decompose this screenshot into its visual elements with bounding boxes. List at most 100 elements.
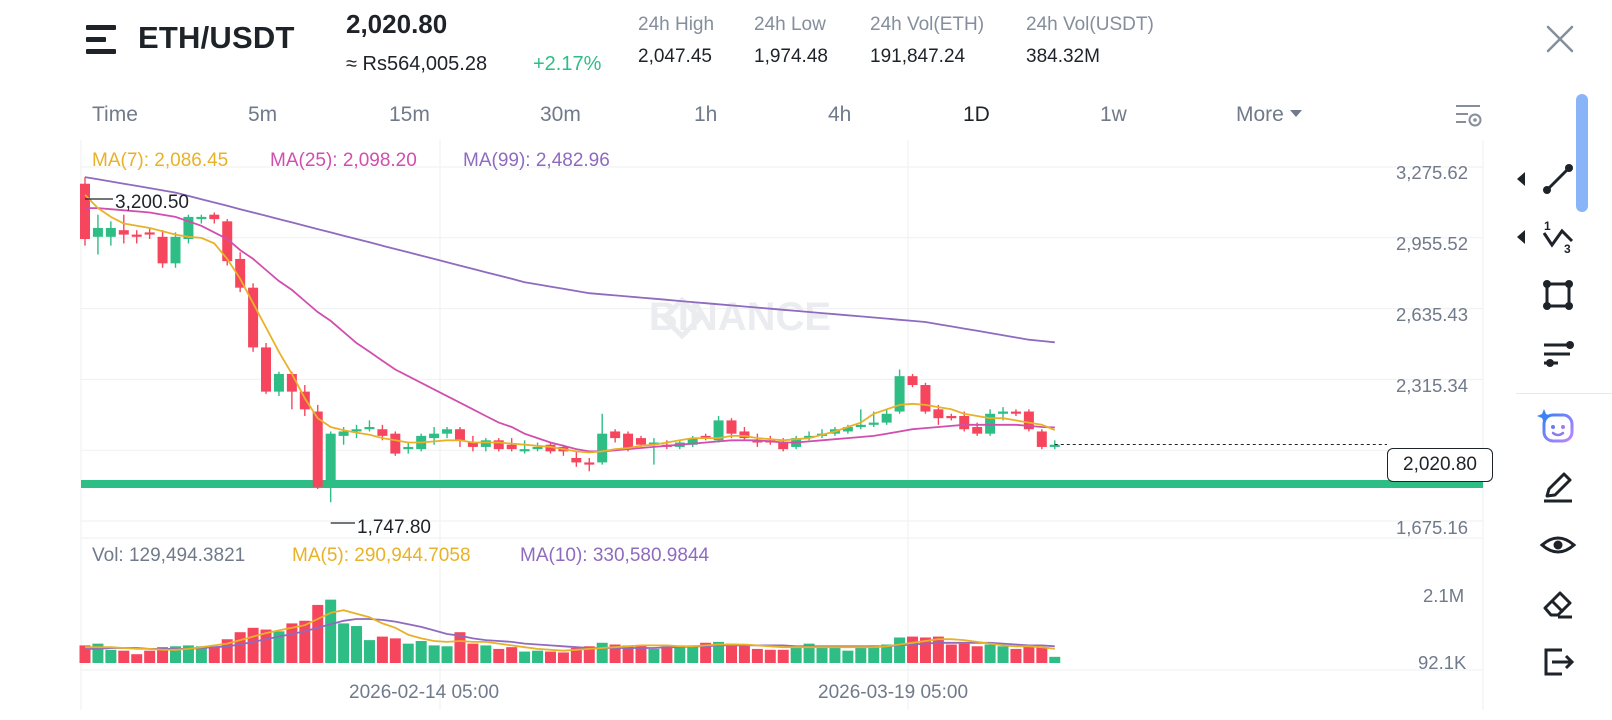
- eraser-tool[interactable]: [1536, 581, 1580, 625]
- volume-bar: [131, 654, 143, 663]
- price-axis-label: 2,635.43: [1396, 304, 1469, 325]
- stat-value: 384.32M: [1026, 46, 1100, 67]
- exit-icon: [1544, 648, 1575, 676]
- date-axis-label: 2026-02-14 05:00: [349, 682, 500, 703]
- candle-body: [364, 427, 375, 430]
- tab-1w[interactable]: 1w: [1100, 103, 1127, 126]
- pair-title[interactable]: ETH/USDT: [138, 20, 295, 55]
- ma99-legend: MA(99): 2,482.96: [463, 150, 610, 171]
- tab-more[interactable]: More: [1236, 103, 1302, 127]
- volume-bar: [118, 650, 130, 663]
- exit-drawing-tool[interactable]: [1536, 640, 1580, 684]
- volume-bar: [881, 644, 893, 663]
- stat-value: 191,847.24: [870, 46, 966, 67]
- trend-line-tool[interactable]: [1536, 157, 1580, 201]
- volume-bar: [376, 636, 388, 663]
- rectangle-tool[interactable]: [1536, 273, 1580, 317]
- volume-bar: [596, 642, 608, 663]
- volume-bar: [79, 645, 91, 663]
- parallel-lines-tool[interactable]: [1536, 331, 1580, 375]
- candle-body: [597, 433, 608, 463]
- candle-body: [80, 183, 90, 240]
- close-icon[interactable]: [1543, 22, 1577, 56]
- ma25-line: [85, 207, 1055, 453]
- volume-bar: [428, 645, 440, 663]
- brush-tool[interactable]: [1536, 465, 1580, 509]
- volume-bar: [195, 646, 207, 663]
- tab-1d[interactable]: 1D: [963, 103, 990, 126]
- candle-body: [623, 433, 634, 450]
- volume-bar: [1049, 656, 1061, 663]
- candle-body: [778, 442, 789, 450]
- stat-label: 24h Vol(ETH): [870, 14, 985, 35]
- support-line: [81, 480, 1483, 488]
- volume-bar: [260, 629, 272, 663]
- volume-bar: [480, 645, 492, 663]
- volume-bar: [338, 623, 350, 663]
- ai-assistant-tool[interactable]: [1536, 405, 1580, 449]
- toolbar-divider: [1516, 393, 1612, 394]
- volume-bar: [855, 647, 867, 663]
- candle-body: [946, 415, 957, 419]
- volume-bar: [532, 650, 544, 663]
- toolbar-scrollbar[interactable]: [1576, 94, 1588, 212]
- tab-5m[interactable]: 5m: [248, 103, 278, 126]
- last-price-tag: 2,020.80: [1387, 448, 1493, 482]
- menu-icon[interactable]: [86, 24, 120, 56]
- tab-time[interactable]: Time: [92, 103, 138, 126]
- candle-body: [157, 236, 168, 264]
- candle-body: [170, 236, 181, 264]
- candle-body: [519, 449, 530, 452]
- date-axis-label: 2026-03-19 05:00: [818, 682, 969, 703]
- volume-bar: [971, 646, 983, 663]
- vol-ma10-legend: MA(10): 330,580.9844: [520, 545, 710, 566]
- candle-body: [222, 221, 233, 262]
- volume-axis-label: 92.1K: [1418, 652, 1467, 673]
- volume-bar: [842, 650, 854, 663]
- volume-bar: [674, 645, 686, 663]
- pencil-icon: [1544, 472, 1572, 503]
- volume-bar: [506, 647, 518, 663]
- volume-legend: Vol: 129,494.3821: [92, 545, 246, 566]
- price-axis-label: 2,955.52: [1396, 233, 1469, 254]
- volume-bar: [182, 645, 194, 663]
- price-axis-label: 1,675.16: [1396, 517, 1469, 538]
- chart-settings-icon[interactable]: [1452, 100, 1484, 132]
- volume-bar: [958, 643, 970, 663]
- volume-bar: [1036, 647, 1048, 663]
- stat-label: 24h Low: [754, 14, 826, 35]
- high-marker-label: 3,200.50: [115, 192, 189, 213]
- candle-body: [907, 376, 918, 386]
- tab-15m[interactable]: 15m: [389, 103, 430, 126]
- fib-tool[interactable]: 1 3: [1536, 215, 1580, 259]
- expand-left-icon[interactable]: [1517, 230, 1525, 244]
- stat-value: 1,974.48: [754, 46, 828, 67]
- candle-body: [467, 442, 478, 447]
- candle-body: [972, 427, 983, 434]
- visibility-toggle[interactable]: [1536, 523, 1580, 567]
- candle-body: [235, 258, 246, 288]
- candle-body: [351, 429, 362, 432]
- candle-body: [92, 227, 103, 237]
- volume-bar: [726, 643, 737, 663]
- tab-4h[interactable]: 4h: [828, 103, 852, 126]
- volume-bar: [363, 640, 375, 663]
- trend-line-icon: [1543, 164, 1573, 194]
- volume-bar: [713, 641, 725, 663]
- tab-30m[interactable]: 30m: [540, 103, 581, 126]
- price-axis-label: 2,315.34: [1396, 375, 1469, 396]
- tab-1h[interactable]: 1h: [694, 103, 718, 126]
- candle-body: [144, 232, 155, 235]
- expand-left-icon[interactable]: [1517, 172, 1525, 186]
- volume-bar: [635, 645, 647, 663]
- stat-24h-low: 24h Low 1,974.48: [754, 14, 828, 68]
- volume-bar: [325, 599, 337, 663]
- candle-body: [610, 431, 621, 439]
- candle-body: [532, 446, 543, 450]
- eye-icon: [1539, 536, 1577, 554]
- price-change: +2.17%: [533, 53, 602, 75]
- vol-ma5-legend: MA(5): 290,944.7058: [292, 545, 471, 566]
- volume-bar: [415, 641, 427, 663]
- volume-bar: [144, 650, 156, 663]
